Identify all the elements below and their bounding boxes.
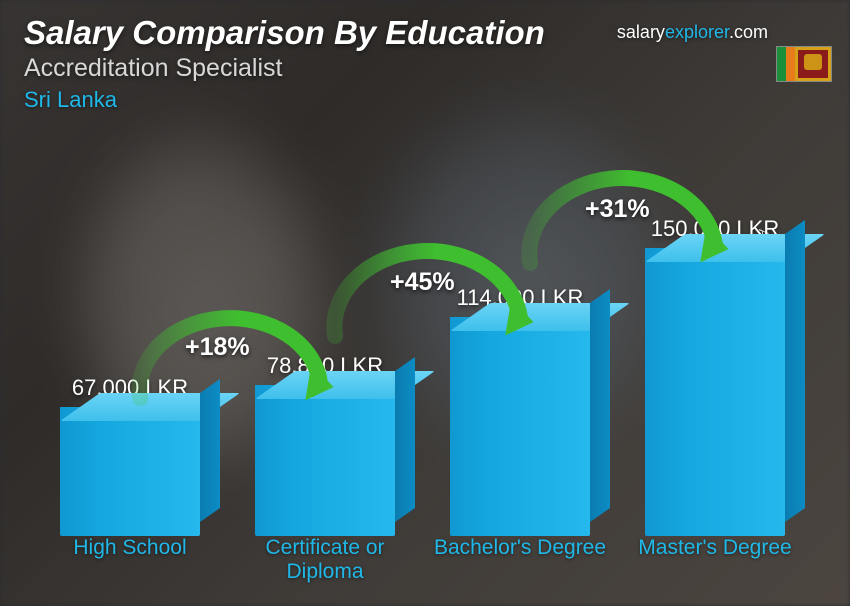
header: Salary Comparison By Education Accredita…	[24, 14, 545, 113]
bar-3d	[60, 407, 200, 536]
bar-side-face	[395, 357, 415, 522]
bar-group: 78,800 LKRCertificate or Diploma	[235, 353, 415, 588]
bar-label: High School	[40, 536, 220, 588]
bar-front-face	[60, 407, 200, 536]
increase-pct-label: +45%	[390, 268, 455, 297]
content-root: Salary Comparison By Education Accredita…	[0, 0, 850, 606]
bar-side-face	[200, 379, 220, 522]
bar-front-face	[255, 385, 395, 536]
bar-group: 67,000 LKRHigh School	[40, 375, 220, 588]
bar-3d	[255, 385, 395, 536]
chart-title: Salary Comparison By Education	[24, 14, 545, 52]
bar-group: 114,000 LKRBachelor's Degree	[430, 285, 610, 588]
brand-suffix: .com	[729, 22, 768, 42]
bar-3d	[450, 317, 590, 536]
increase-pct-label: +31%	[585, 195, 650, 224]
bar-chart: 67,000 LKRHigh School78,800 LKRCertifica…	[30, 118, 810, 588]
increase-pct-label: +18%	[185, 333, 250, 362]
bar-front-face	[450, 317, 590, 536]
bar-side-face	[590, 289, 610, 522]
chart-country: Sri Lanka	[24, 87, 545, 113]
bar-3d	[645, 248, 785, 536]
country-flag-icon	[776, 46, 832, 82]
brand-accent: explorer	[665, 22, 729, 42]
brand-logo: salaryexplorer.com	[617, 22, 768, 43]
bar-group: 150,000 LKRMaster's Degree	[625, 216, 805, 588]
brand-name: salary	[617, 22, 665, 42]
chart-subtitle: Accreditation Specialist	[24, 54, 545, 83]
bar-label: Certificate or Diploma	[235, 536, 415, 588]
bar-side-face	[785, 220, 805, 522]
bar-label: Bachelor's Degree	[430, 536, 610, 588]
bar-label: Master's Degree	[625, 536, 805, 588]
bar-front-face	[645, 248, 785, 536]
